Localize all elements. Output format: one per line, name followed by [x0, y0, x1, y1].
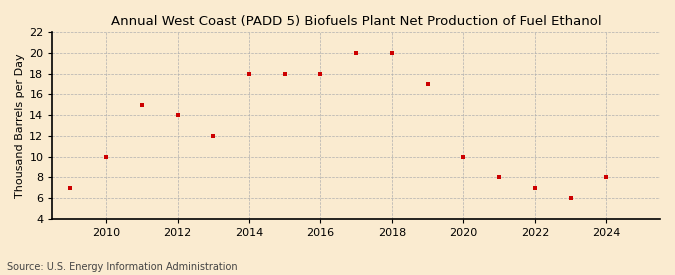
Point: [172, 113, 183, 117]
Point: [315, 71, 326, 76]
Point: [244, 71, 254, 76]
Point: [494, 175, 505, 180]
Point: [529, 186, 540, 190]
Point: [351, 51, 362, 55]
Point: [458, 155, 469, 159]
Point: [387, 51, 398, 55]
Title: Annual West Coast (PADD 5) Biofuels Plant Net Production of Fuel Ethanol: Annual West Coast (PADD 5) Biofuels Plan…: [111, 15, 601, 28]
Point: [65, 186, 76, 190]
Y-axis label: Thousand Barrels per Day: Thousand Barrels per Day: [15, 53, 25, 198]
Point: [136, 103, 147, 107]
Point: [208, 134, 219, 138]
Point: [423, 82, 433, 86]
Point: [601, 175, 612, 180]
Text: Source: U.S. Energy Information Administration: Source: U.S. Energy Information Administ…: [7, 262, 238, 272]
Point: [279, 71, 290, 76]
Point: [101, 155, 111, 159]
Point: [565, 196, 576, 200]
